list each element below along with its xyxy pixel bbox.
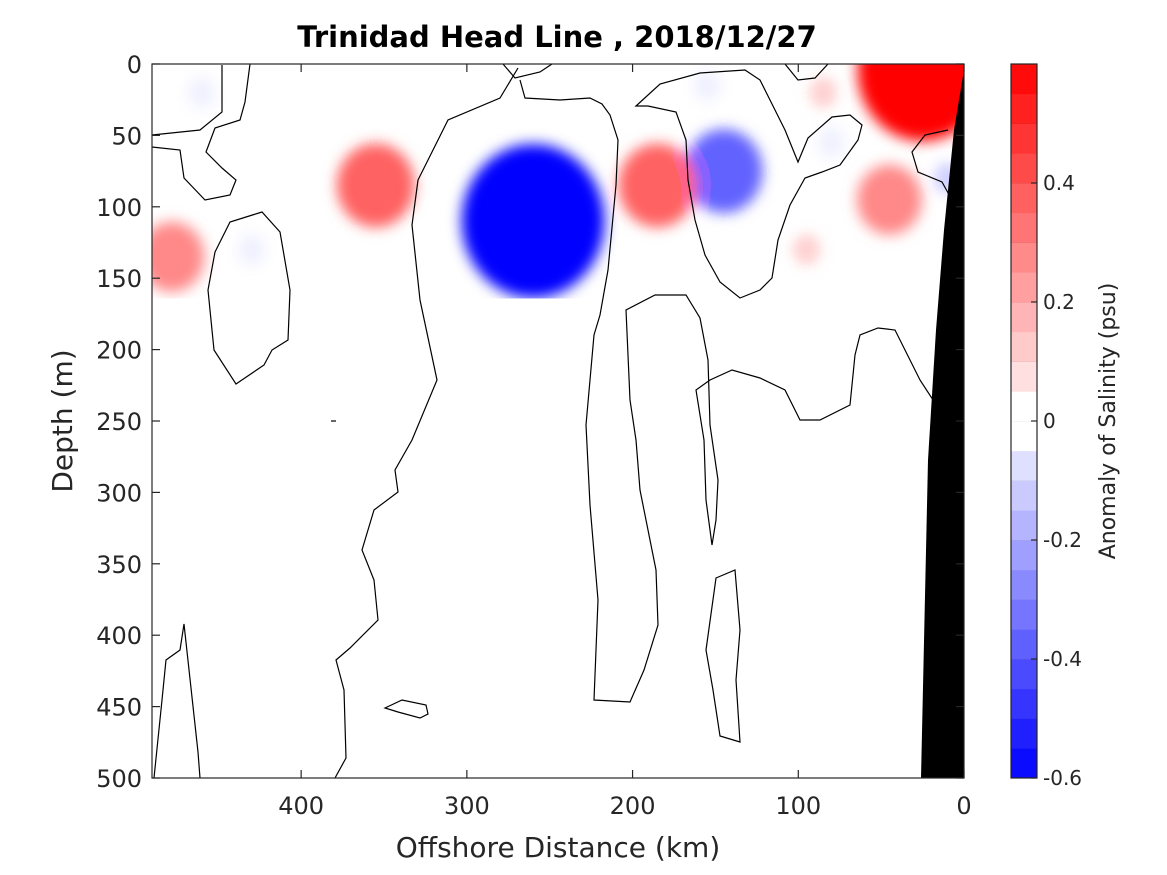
zero-contour-lines [152, 64, 953, 778]
colorbar-swatch [1011, 183, 1037, 214]
colorbar-tick-label: 0 [1043, 409, 1056, 433]
zero-contour [152, 65, 223, 136]
x-tick-label: 100 [775, 792, 821, 820]
colorbar-swatch [1011, 480, 1037, 511]
anomaly-blob [817, 126, 846, 159]
y-tick-label: 0 [127, 51, 142, 79]
anomaly-blob [618, 143, 697, 228]
anomaly-blob [809, 76, 838, 109]
anomaly-blob [237, 233, 266, 266]
y-tick-label: 250 [96, 408, 142, 436]
x-tick-label: 300 [444, 792, 490, 820]
zero-contour [911, 129, 953, 201]
anomaly-field [152, 64, 964, 299]
y-tick-label: 50 [111, 122, 142, 150]
x-tick-label: 200 [610, 792, 656, 820]
colorbar-tick-label: -0.4 [1043, 647, 1082, 671]
y-tick-label: 350 [96, 551, 142, 579]
y-tick-label: 150 [96, 265, 142, 293]
anomaly-blob [856, 164, 922, 235]
zero-contour [334, 67, 519, 778]
colorbar-swatch [1011, 123, 1037, 154]
colorbar-tick-label: 0.2 [1043, 290, 1075, 314]
colorbar-tick-label: -0.6 [1043, 766, 1082, 790]
colorbar-swatch [1011, 599, 1037, 630]
colorbar-swatch [1011, 748, 1037, 779]
bathymetry-fill [921, 70, 964, 778]
anomaly-blob [336, 143, 415, 228]
plot-area [152, 64, 964, 778]
x-tick-label: 0 [956, 792, 971, 820]
anomaly-blob [693, 69, 722, 102]
colorbar-swatch [1011, 450, 1037, 481]
anomaly-blob [792, 233, 821, 266]
y-axis-ticks: 0 50 100 150 200 250 300 350 400 450 500 [96, 51, 964, 793]
anomaly-blob [187, 76, 216, 109]
colorbar-swatch [1011, 391, 1037, 422]
colorbar-swatch [1011, 242, 1037, 273]
colorbar-swatch [1011, 272, 1037, 303]
zero-contour [705, 569, 741, 743]
colorbar-label: Anomaly of Salinity (psu) [1096, 283, 1121, 560]
zero-contour [152, 64, 251, 201]
anomaly-blob [684, 129, 763, 214]
y-tick-label: 500 [96, 765, 142, 793]
colorbar-swatch [1011, 718, 1037, 749]
y-tick-label: 450 [96, 694, 142, 722]
colorbar-swatch [1011, 421, 1037, 452]
y-tick-label: 100 [96, 194, 142, 222]
zero-contour [502, 64, 553, 79]
zero-contour [153, 623, 201, 778]
anomaly-blob [857, 64, 964, 142]
colorbar-tick-label: 0.4 [1043, 171, 1075, 195]
chart-title: Trinidad Head Line , 2018/12/27 [297, 20, 817, 54]
colorbar-swatch [1011, 302, 1037, 333]
colorbar-swatch [1011, 153, 1037, 184]
colorbar-swatch [1011, 688, 1037, 719]
y-tick-label: 300 [96, 479, 142, 507]
zero-contour [383, 699, 429, 719]
colorbar-swatch [1011, 331, 1037, 362]
colorbar-swatch [1011, 510, 1037, 541]
colorbar-swatch [1011, 540, 1037, 571]
y-tick-label: 200 [96, 337, 142, 365]
anomaly-blob [152, 221, 205, 292]
anomaly-blob [461, 144, 605, 299]
y-tick-label: 400 [96, 622, 142, 650]
zero-contour [634, 69, 863, 299]
x-axis-ticks: 400 300 200 100 0 [278, 64, 972, 820]
zero-contour [519, 79, 938, 703]
colorbar-swatch [1011, 212, 1037, 243]
x-axis-label: Offshore Distance (km) [396, 831, 721, 864]
colorbar-swatch [1011, 629, 1037, 660]
colorbar-tick-label: -0.2 [1043, 528, 1082, 552]
x-tick-label: 400 [278, 792, 324, 820]
colorbar-swatch [1011, 659, 1037, 690]
anomaly-blobs [152, 64, 964, 299]
colorbar-swatch [1011, 361, 1037, 392]
colorbar-swatch [1011, 569, 1037, 600]
colorbar: 0.4 0.2 0 -0.2 -0.4 -0.6 [1010, 63, 1082, 790]
zero-contour [207, 211, 291, 385]
zero-contour [784, 64, 829, 81]
colorbar-swatch [1011, 93, 1037, 124]
y-axis-label: Depth (m) [46, 349, 79, 492]
colorbar-swatch [1011, 64, 1037, 95]
